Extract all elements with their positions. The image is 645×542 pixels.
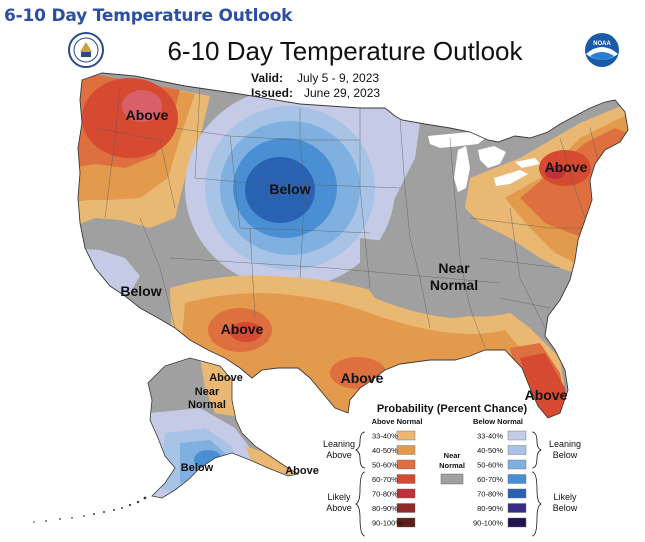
label-northeast: Above: [545, 159, 588, 175]
noaa-logo: NOAA: [585, 33, 619, 67]
issued-date: June 29, 2023: [304, 86, 380, 100]
label-alaska-below: Below: [181, 462, 214, 474]
svg-text:NOAA: NOAA: [593, 41, 611, 47]
legend-above-column: 33-40% 40-50% 50-60% 60-70% 70-80% 80-90% 90-1…: [372, 430, 416, 528]
legend-below-swatch-1: [507, 445, 527, 455]
conus-outline: [77, 72, 629, 419]
legend-near-header-1: Near: [444, 451, 461, 460]
legend-near-header-2: Normal: [439, 461, 465, 470]
label-alaska-above-north: Above: [209, 372, 243, 384]
label-southern-plains: Above: [221, 321, 264, 337]
map-title: 6-10 Day Temperature Outlook: [167, 36, 523, 66]
legend-above-bin-label-1: 40-50%: [372, 446, 398, 455]
legend-leaning-above-2: Above: [326, 450, 352, 460]
commerce-seal-logo: [68, 32, 104, 68]
legend-below-column: 33-40% 40-50% 50-60% 60-70% 70-80% 80-90% 90-1…: [473, 430, 527, 528]
legend-below-swatch-2: [507, 459, 527, 470]
legend-below-swatch-0: [507, 430, 527, 441]
legend-below-swatch-6: [507, 517, 527, 528]
legend-below-swatch-3: [507, 474, 527, 484]
legend-leaning-below-2: Below: [553, 450, 578, 460]
legend-near-swatch: [440, 473, 464, 485]
label-southwest: Below: [120, 283, 161, 299]
valid-dates: July 5 - 9, 2023: [297, 71, 379, 85]
legend-below-bin-label-3: 60-70%: [477, 475, 503, 484]
legend-above-header: Above Normal: [372, 417, 423, 426]
legend-likely-above-2: Above: [326, 503, 352, 513]
legend-below-swatch-4: [507, 488, 527, 499]
label-northwest: Above: [126, 107, 169, 123]
probability-legend: Probability (Percent Chance) Above Norma…: [323, 403, 581, 537]
conus-map: [78, 73, 628, 418]
label-gulf: Above: [341, 370, 384, 386]
alaska-outline: [147, 357, 300, 499]
legend-below-bin-label-5: 80-90%: [477, 504, 503, 513]
legend-below-bin-label-2: 50-60%: [477, 461, 503, 470]
legend-below-bin-label-6: 90-100%: [473, 519, 503, 528]
legend-leaning-above-1: Leaning: [323, 439, 355, 449]
issued-label: Issued:: [251, 86, 293, 100]
legend-above-bin-label-0: 33-40%: [372, 432, 398, 441]
label-alaska-near-1: Near: [195, 386, 220, 398]
label-near-normal-2: Normal: [430, 277, 478, 293]
legend-likely-below-2: Below: [553, 503, 578, 513]
legend-above-bin-label-4: 70-80%: [372, 490, 398, 499]
legend-below-bin-label-0: 33-40%: [477, 432, 503, 441]
valid-label: Valid:: [251, 71, 283, 85]
legend-above-swatch-6: [396, 517, 416, 528]
legend-above-swatch-5: [396, 503, 416, 513]
legend-above-swatch-4: [396, 488, 416, 499]
legend-below-swatch-5: [507, 503, 527, 513]
legend-likely-below-1: Likely: [553, 492, 577, 502]
legend-above-bin-label-2: 50-60%: [372, 461, 398, 470]
aleutian-islands: [33, 496, 147, 523]
legend-above-swatch-3: [396, 474, 416, 484]
label-north-central: Below: [269, 181, 310, 197]
legend-below-bin-label-1: 40-50%: [477, 446, 503, 455]
legend-above-bin-label-3: 60-70%: [372, 475, 398, 484]
legend-above-swatch-1: [396, 445, 416, 455]
legend-above-bin-label-5: 80-90%: [372, 504, 398, 513]
legend-below-bin-label-4: 70-80%: [477, 490, 503, 499]
legend-title: Probability (Percent Chance): [377, 403, 528, 415]
legend-below-header: Below Normal: [473, 417, 523, 426]
outlook-map: 6-10 Day Temperature Outlook Valid: July…: [0, 28, 645, 537]
legend-above-swatch-0: [396, 430, 416, 441]
page-heading: 6-10 Day Temperature Outlook: [4, 6, 293, 26]
label-alaska-near-2: Normal: [188, 399, 226, 411]
legend-above-bin-label-6: 90-100%: [372, 519, 402, 528]
label-florida: Above: [525, 387, 568, 403]
legend-likely-above-1: Likely: [327, 492, 351, 502]
legend-leaning-below-1: Leaning: [549, 439, 581, 449]
legend-above-swatch-2: [396, 459, 416, 470]
label-alaska-above-south: Above: [285, 465, 319, 477]
label-near-normal-1: Near: [438, 260, 470, 276]
